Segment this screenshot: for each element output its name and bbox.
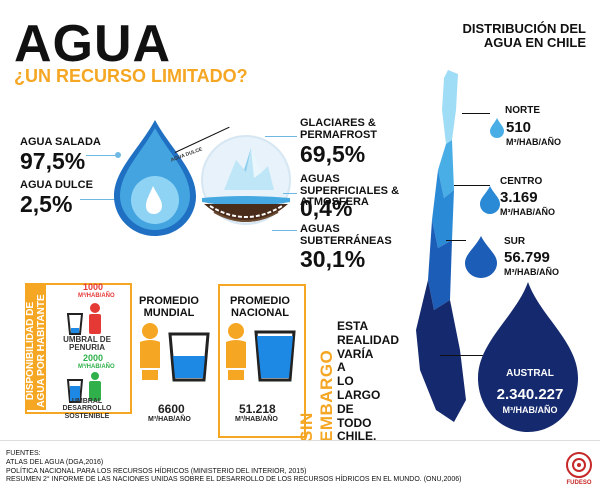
glaciares-label: GLACIARES & PERMAFROST [300, 117, 377, 141]
promedio-mundial-value: 6600 [158, 402, 185, 416]
chile-map-centro [432, 170, 454, 248]
glass-person-green-icon [66, 372, 101, 403]
sin-embargo-line: REALIDAD [337, 332, 399, 347]
footer-source-line: POLÍTICA NACIONAL PARA LOS RECURSOS HÍDR… [6, 467, 307, 475]
footer-sources: FUENTES: ATLAS DEL AGUA (DGA,2016) POLÍT… [6, 450, 566, 485]
agua-dulce-value: 2,5% [20, 191, 73, 217]
sur-drop-icon [465, 236, 497, 278]
austral-connector [440, 355, 486, 356]
sur-connector [446, 240, 466, 241]
centro-label: CENTRO [500, 176, 543, 187]
subterraneas-value: 30,1% [300, 246, 366, 272]
superficiales-value: 0,4% [300, 195, 353, 221]
footer-heading: FUENTES: [6, 450, 41, 457]
sostenible-unit: M³/HAB/AÑO [78, 364, 115, 370]
subterraneas-connector [272, 230, 297, 231]
promedio-nacional-box [218, 284, 306, 438]
sostenible-label: UMBRAL DESARROLLO SOSTENIBLE [62, 398, 112, 420]
sin-embargo-line: LO [337, 374, 354, 389]
austral-value: 2.340.227 [496, 386, 564, 403]
norte-drop-icon [490, 118, 504, 138]
norte-unit: M³/HAB/AÑO [506, 137, 561, 147]
penuria-unit: M³/HAB/AÑO [78, 293, 115, 299]
sin-embargo-text: ESTA REALIDAD VARÍA A LO LARGO DE TODO C… [337, 319, 399, 444]
glacier-basin-icon [201, 135, 291, 225]
penuria-label: UMBRAL DE PENURIA [63, 335, 111, 353]
promedio-mundial-title: PROMEDIO MUNDIAL [139, 295, 199, 319]
austral-drop-icon [478, 282, 578, 432]
sin-embargo-line: A [337, 360, 346, 375]
agua-salada-value: 97,5% [20, 148, 86, 174]
fudeso-logo-text: FUDESO [566, 480, 592, 486]
sin-embargo-line: DE [337, 401, 354, 416]
sin-embargo-line: ESTA [337, 319, 369, 333]
sur-label: SUR [504, 236, 526, 247]
sin-embargo-line: TODO [337, 415, 372, 430]
centro-drop-icon [480, 186, 500, 214]
salada-connector [86, 155, 118, 156]
glass-person-mundial-icon [140, 323, 210, 382]
austral-label: AUSTRAL [506, 368, 554, 379]
availability-vertical-bar [26, 284, 46, 410]
norte-connector [462, 113, 490, 114]
availability-vertical-title: DISPONIBILIDAD DE AGUA POR HABITANTE [25, 294, 47, 408]
sur-unit: M³/HAB/AÑO [504, 267, 559, 277]
glaciares-value: 69,5% [300, 141, 366, 167]
chile-title: DISTRIBUCIÓN DEL AGUA EN CHILE [462, 21, 587, 51]
superficiales-label: AGUAS SUPERFICIALES & ATMOSFERA [300, 173, 400, 209]
sur-value: 56.799 [504, 249, 550, 266]
promedio-mundial-unit: M³/HAB/AÑO [148, 416, 191, 423]
superficiales-connector [283, 193, 297, 194]
dulce-connector [80, 199, 122, 200]
centro-value: 3.169 [500, 189, 538, 206]
glass-person-red-icon [66, 303, 101, 335]
footer-source-line: RESUMEN 2° INFORME DE LAS NACIONES UNIDA… [6, 476, 462, 484]
norte-value: 510 [506, 119, 532, 136]
promedio-nacional-title: PROMEDIO NACIONAL [230, 295, 290, 319]
austral-unit: M³/HAB/AÑO [502, 405, 558, 415]
footer-divider [0, 440, 600, 441]
chile-map [416, 70, 466, 422]
glaciares-connector [265, 136, 297, 137]
sin-embargo-line: VARÍA [337, 346, 374, 361]
glass-person-nacional-icon [226, 323, 296, 382]
chile-map-norte [438, 140, 454, 198]
page-subtitle: ¿UN RECURSO LIMITADO? [14, 66, 248, 86]
sostenible-value: 2000 [83, 353, 104, 363]
water-drop-icon [114, 120, 196, 236]
chile-map-austral [416, 280, 466, 422]
sin-embargo-line: LARGO [337, 387, 381, 402]
promedio-nacional-unit: M³/HAB/AÑO [235, 416, 278, 423]
fudeso-logo-icon [566, 452, 592, 478]
salada-connector-dot [115, 152, 121, 158]
sin-embargo-line: CHILE. [337, 429, 377, 444]
norte-label: NORTE [505, 105, 540, 116]
agua-salada-label: AGUA SALADA [20, 136, 101, 148]
penuria-value: 1000 [83, 282, 104, 292]
chile-map-north-top [442, 70, 458, 144]
centro-unit: M³/HAB/AÑO [500, 207, 555, 217]
subterraneas-label: AGUAS SUBTERRÁNEAS [300, 223, 392, 247]
agua-dulce-label: AGUA DULCE [20, 179, 93, 191]
promedio-nacional-value: 51.218 [239, 402, 276, 416]
page-title: AGUA [14, 15, 172, 73]
chile-map-sur [428, 220, 452, 310]
footer-source-line: ATLAS DEL AGUA (DGA,2016) [6, 458, 104, 466]
centro-connector [454, 185, 490, 186]
sin-embargo-vertical: SIN EMBARGO [297, 349, 336, 442]
